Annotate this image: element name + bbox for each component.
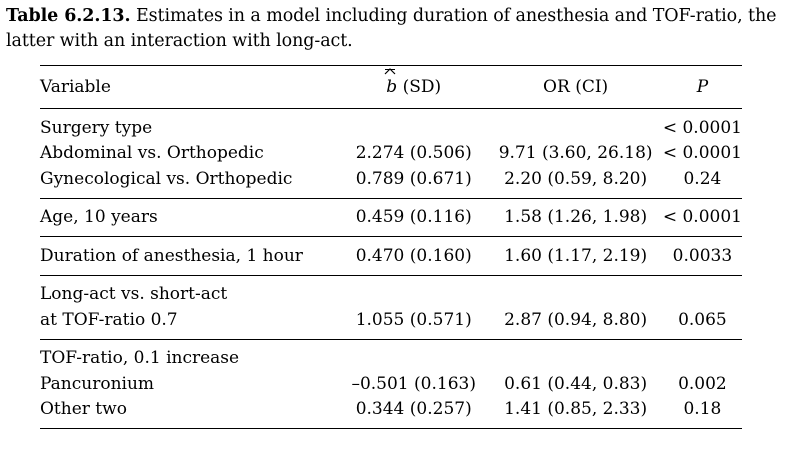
cell-b-sd: 0.789 (0.671) <box>355 168 472 189</box>
header-row: Variable b (SD) OR (CI) P <box>40 65 742 109</box>
cell-p-value: < 0.0001 <box>662 197 742 237</box>
table-row: Pancuronium –0.501 (0.163) 0.61 (0.44, 0.8… <box>40 371 742 397</box>
cell-or-ci: 1.41 (0.85, 2.33) <box>488 396 663 429</box>
caption-text: Estimates in a model including duration … <box>6 6 777 51</box>
cell-p-value <box>662 274 742 307</box>
table-row: Long-act vs. short-act <box>40 274 742 307</box>
b-hat-symbol: b <box>384 68 398 97</box>
table-row: Other two 0.344 (0.257) 1.41 (0.85, 2.33) 0… <box>40 396 742 429</box>
cell-variable: Age, 10 years <box>40 197 340 237</box>
cell-p-value: < 0.0001 <box>662 143 742 164</box>
cell-or-ci: 2.87 (0.94, 8.80) <box>504 309 648 330</box>
cell-b-sd: 0.470 (0.160) <box>339 236 489 275</box>
header-or-ci: OR (CI) <box>488 65 663 109</box>
header-variable: Variable <box>40 65 340 109</box>
cell-variable: TOF-ratio, 0.1 increase <box>40 338 340 371</box>
cell-or-ci: 0.61 (0.44, 0.83) <box>504 373 648 394</box>
caption-label: Table 6.2.13. <box>6 6 131 26</box>
cell-b-sd <box>339 274 489 307</box>
cell-variable: Other two <box>40 396 340 429</box>
b-letter: b <box>386 77 398 97</box>
cell-b-sd: –0.501 (0.163) <box>351 373 476 394</box>
hat-accent-icon <box>384 68 396 75</box>
header-b-sd: b (SD) <box>339 65 489 109</box>
table-row: Abdominal vs. Orthopedic 2.274 (0.506) 9.7… <box>40 141 742 167</box>
table-body: Surgery type < 0.0001 Abdominal vs. Orthop… <box>40 108 742 429</box>
cell-or-ci: 9.71 (3.60, 26.18) <box>498 143 653 164</box>
cell-or-ci: 1.60 (1.17, 2.19) <box>488 236 663 275</box>
cell-or-ci: 1.58 (1.26, 1.98) <box>488 197 663 237</box>
cell-b-sd <box>339 338 489 371</box>
table-caption: Table 6.2.13. Estimates in a model inclu… <box>6 4 781 54</box>
cell-variable: Surgery type <box>40 108 340 141</box>
cell-b-sd: 0.459 (0.116) <box>339 197 489 237</box>
table-row: Duration of anesthesia, 1 hour 0.470 (0.1… <box>40 236 742 275</box>
header-p: P <box>662 65 742 109</box>
table-row: TOF-ratio, 0.1 increase <box>40 338 742 371</box>
cell-variable: Abdominal vs. Orthopedic <box>40 143 264 164</box>
cell-variable: Pancuronium <box>40 373 155 394</box>
cell-or-ci <box>488 338 663 371</box>
cell-p-value: 0.0033 <box>662 236 742 275</box>
cell-p-value: 0.065 <box>678 309 727 330</box>
cell-p-value <box>662 338 742 371</box>
cell-b-sd <box>339 108 489 141</box>
cell-p-value: 0.24 <box>683 168 722 189</box>
cell-or-ci: 2.20 (0.59, 8.20) <box>504 168 648 189</box>
cell-p-value: < 0.0001 <box>662 108 742 141</box>
cell-b-sd: 2.274 (0.506) <box>355 143 472 164</box>
estimates-table: Variable b (SD) OR (CI) P Surgery type < … <box>40 65 742 429</box>
header-sd-suffix: (SD) <box>402 77 442 97</box>
cell-p-value: 0.002 <box>678 373 727 394</box>
cell-variable: at TOF-ratio 0.7 <box>40 309 178 330</box>
cell-p-value: 0.18 <box>662 396 742 429</box>
cell-b-sd: 1.055 (0.571) <box>355 309 472 330</box>
cell-variable: Duration of anesthesia, 1 hour <box>40 236 340 275</box>
table-row: Age, 10 years 0.459 (0.116) 1.58 (1.26, 1.… <box>40 197 742 237</box>
cell-variable: Gynecological vs. Orthopedic <box>40 168 293 189</box>
table-row: Surgery type < 0.0001 <box>40 108 742 141</box>
cell-b-sd: 0.344 (0.257) <box>339 396 489 429</box>
table-row: Gynecological vs. Orthopedic 0.789 (0.671… <box>40 166 742 198</box>
table-row: at TOF-ratio 0.7 1.055 (0.571) 2.87 (0.94,… <box>40 307 742 339</box>
cell-or-ci <box>488 108 663 141</box>
cell-variable: Long-act vs. short-act <box>40 274 340 307</box>
cell-or-ci <box>488 274 663 307</box>
